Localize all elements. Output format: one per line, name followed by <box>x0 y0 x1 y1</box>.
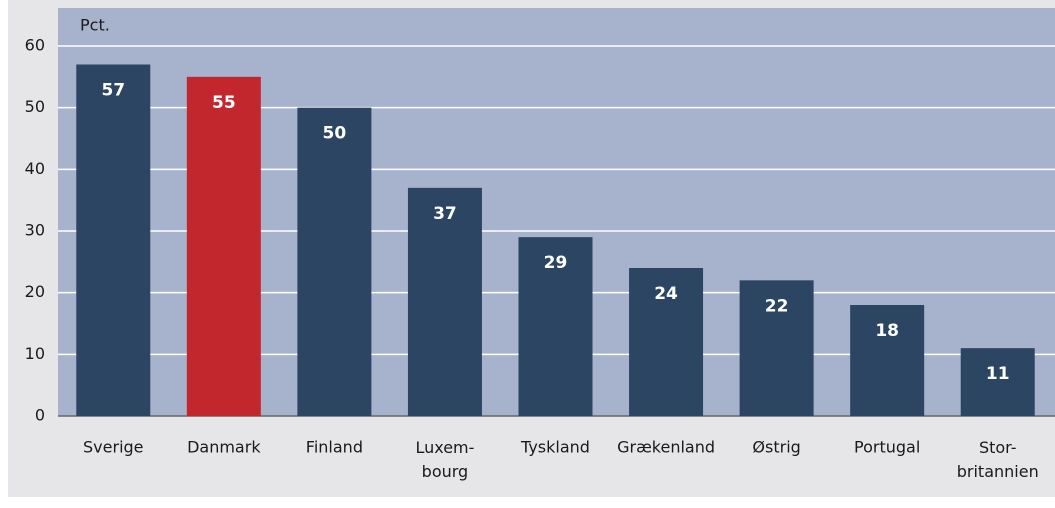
x-tick-label: Portugal <box>854 438 920 457</box>
bar <box>297 107 372 417</box>
x-tick-label: Østrig <box>752 438 800 457</box>
y-tick-label: 60 <box>25 36 45 55</box>
y-tick-label: 10 <box>25 344 45 363</box>
x-tick-label: Danmark <box>187 438 261 457</box>
value-label: 57 <box>101 81 125 101</box>
bar <box>76 64 151 416</box>
value-label: 22 <box>765 296 789 316</box>
value-label: 50 <box>323 124 347 144</box>
x-tick-label: Luxem-bourg <box>415 438 474 481</box>
y-unit-label: Pct. <box>80 16 110 35</box>
value-label: 24 <box>654 284 678 304</box>
bar <box>960 348 1035 416</box>
x-tick-label: Grækenland <box>617 438 715 457</box>
x-tick-label: Finland <box>306 438 363 457</box>
bar <box>407 187 482 416</box>
value-label: 18 <box>875 321 899 341</box>
value-label: 55 <box>212 93 236 113</box>
x-tick-label: Stor-britannien <box>957 438 1039 481</box>
bar <box>629 268 704 416</box>
bar <box>850 305 925 416</box>
y-tick-label: 40 <box>25 159 45 178</box>
y-tick-label: 50 <box>25 97 45 116</box>
bar <box>518 237 593 416</box>
y-tick-label: 20 <box>25 282 45 301</box>
y-tick-label: 30 <box>25 221 45 240</box>
value-label: 37 <box>433 204 457 224</box>
y-tick-label: 0 <box>35 406 45 425</box>
value-label: 11 <box>986 364 1010 384</box>
bar <box>186 76 261 416</box>
x-tick-label: Sverige <box>83 438 144 457</box>
value-label: 29 <box>544 253 568 273</box>
bar <box>739 280 814 416</box>
x-tick-label: Tyskland <box>520 438 590 457</box>
